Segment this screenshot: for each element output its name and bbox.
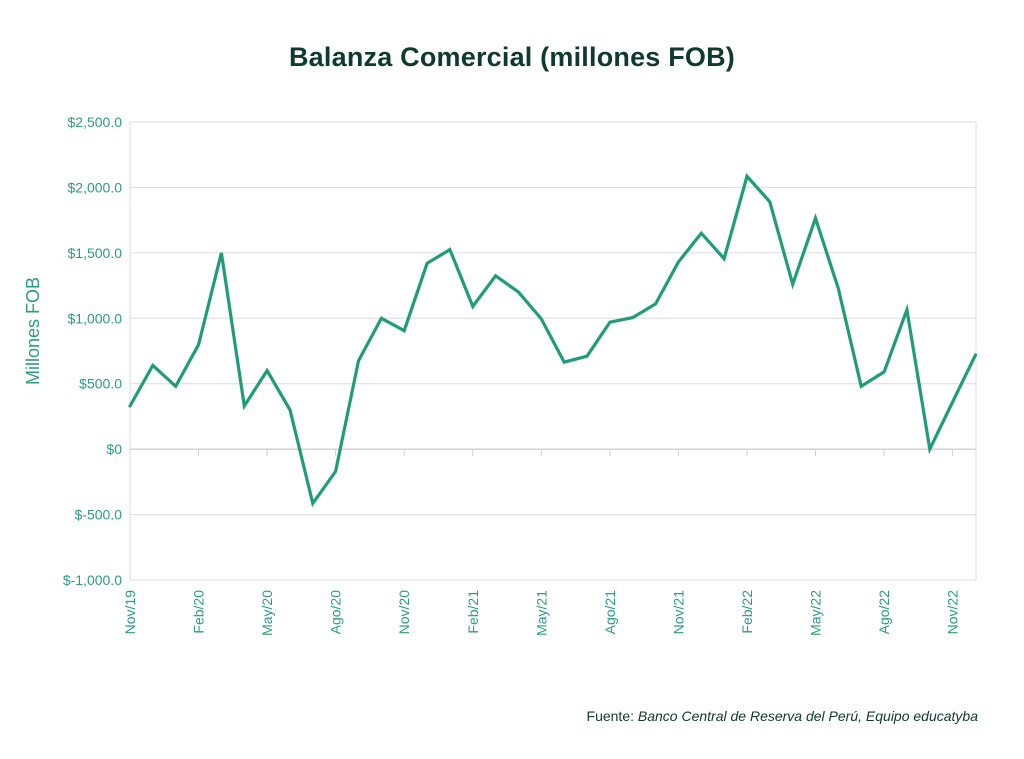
y-tick-label: $2,500.0 — [68, 114, 123, 130]
y-tick-label: $1,000.0 — [68, 310, 123, 326]
x-tick-label: Nov/22 — [945, 590, 961, 635]
x-axis-ticks: Nov/19 Feb/20 May/20 Ago/20 Nov/20 Feb/21 May/… — [122, 449, 961, 636]
series-line — [128, 173, 978, 508]
y-tick-label: $500.0 — [79, 376, 122, 392]
x-tick-label: Nov/20 — [396, 590, 412, 635]
x-tick-label: Feb/21 — [465, 590, 481, 634]
x-tick-label: Ago/21 — [602, 590, 618, 635]
y-tick-label: $0 — [106, 441, 122, 457]
y-axis-label: Millones FOB — [23, 277, 43, 385]
chart-title: Balanza Comercial (millones FOB) — [288, 42, 735, 72]
x-tick-label: May/21 — [533, 590, 549, 636]
x-tick-label: Ago/22 — [876, 590, 892, 635]
y-axis-ticks: $2,500.0 $2,000.0 $1,500.0 $1,000.0 $500.0 $0… — [63, 114, 122, 588]
x-tick-label: May/22 — [808, 590, 824, 636]
y-tick-label: $-500.0 — [75, 507, 123, 523]
source-text: Banco Central de Reserva del Perú, Equip… — [637, 708, 978, 724]
x-tick-label: Feb/20 — [191, 590, 207, 634]
series-layer — [128, 173, 978, 508]
y-tick-label: $1,500.0 — [68, 245, 123, 261]
y-tick-label: $-1,000.0 — [63, 572, 122, 588]
y-tick-label: $2,000.0 — [68, 179, 123, 195]
x-tick-label: Nov/19 — [122, 590, 138, 635]
source-note: Fuente: Banco Central de Reserva del Per… — [587, 708, 978, 724]
source-prefix: Fuente: — [586, 708, 638, 724]
x-tick-label: May/20 — [259, 590, 275, 636]
x-tick-label: Ago/20 — [328, 590, 344, 635]
grid-lines — [129, 121, 977, 581]
x-tick-label: Feb/22 — [739, 590, 755, 634]
x-tick-label: Nov/21 — [670, 590, 686, 635]
